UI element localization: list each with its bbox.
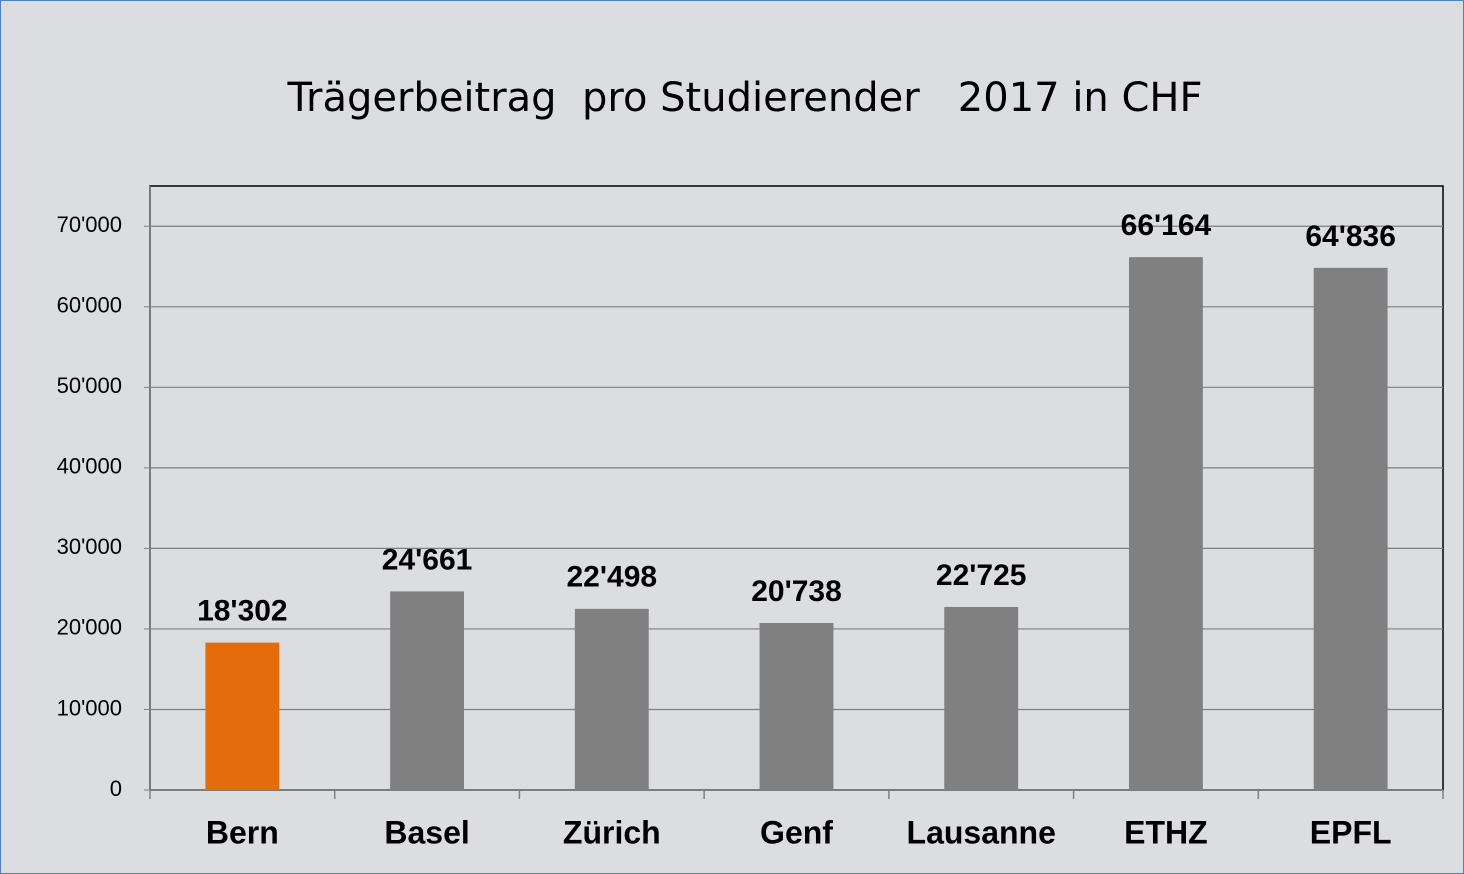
x-tick-label: Basel bbox=[384, 814, 469, 850]
x-tick-label: Lausanne bbox=[907, 814, 1056, 850]
x-tick-label: Genf bbox=[760, 814, 833, 850]
data-label: 22'725 bbox=[936, 559, 1027, 592]
bar bbox=[944, 606, 1019, 790]
y-tick-label: 30'000 bbox=[57, 534, 122, 559]
bar bbox=[1313, 267, 1388, 790]
x-tick-label: Bern bbox=[206, 814, 279, 850]
x-tick-label: ETHZ bbox=[1124, 814, 1208, 850]
y-tick-label: 20'000 bbox=[57, 615, 122, 640]
data-label: 64'836 bbox=[1305, 220, 1396, 253]
bar bbox=[574, 608, 649, 790]
y-tick-label: 70'000 bbox=[57, 212, 122, 237]
data-label: 22'498 bbox=[567, 561, 658, 594]
data-label: 18'302 bbox=[197, 595, 288, 628]
y-tick-label: 10'000 bbox=[57, 695, 122, 720]
data-label: 20'738 bbox=[751, 575, 842, 608]
data-label: 24'661 bbox=[382, 543, 473, 576]
bar bbox=[1128, 257, 1203, 790]
y-tick-label: 0 bbox=[110, 776, 122, 801]
y-tick-label: 50'000 bbox=[57, 373, 122, 398]
bar bbox=[205, 642, 280, 790]
bar bbox=[390, 591, 465, 790]
x-tick-label: EPFL bbox=[1310, 814, 1392, 850]
y-tick-label: 60'000 bbox=[57, 293, 122, 318]
chart-title: Trägerbeitrag pro Studierender 2017 in C… bbox=[286, 75, 1202, 121]
bar bbox=[759, 622, 834, 790]
data-label: 66'164 bbox=[1121, 209, 1212, 242]
y-tick-label: 40'000 bbox=[57, 454, 122, 479]
x-tick-label: Zürich bbox=[563, 814, 661, 850]
